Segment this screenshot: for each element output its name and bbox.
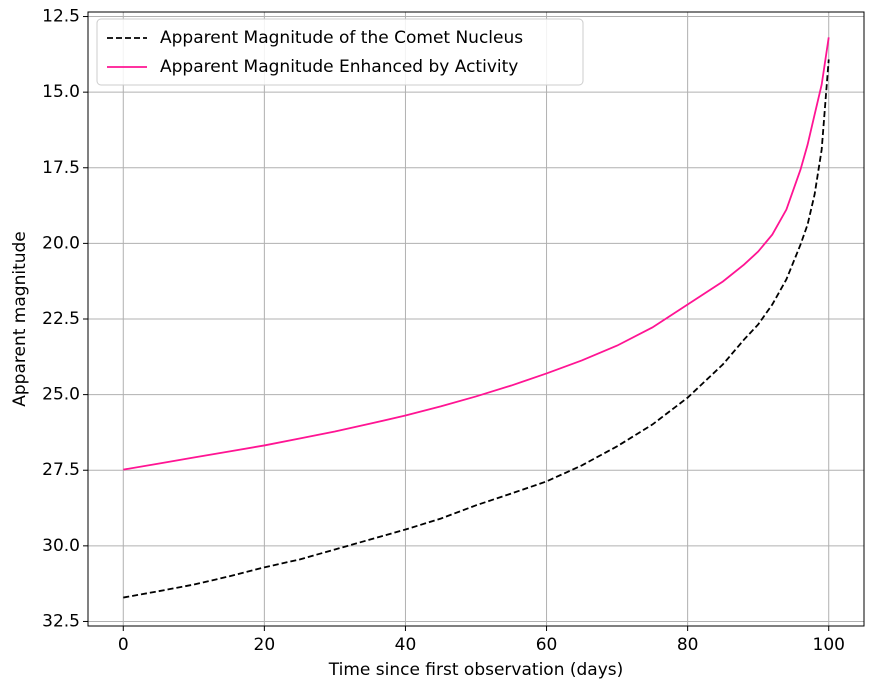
legend-box — [96, 18, 584, 86]
y-tick-label: 12.5 — [42, 7, 80, 27]
y-tick-label: 30.0 — [42, 536, 80, 556]
x-tick-label: 100 — [813, 635, 845, 655]
x-tick-label: 80 — [677, 635, 699, 655]
legend-label: Apparent Magnitude of the Comet Nucleus — [160, 28, 523, 48]
y-tick-label: 17.5 — [42, 158, 80, 178]
x-axis-label: Time since first observation (days) — [328, 660, 624, 680]
series-line — [123, 37, 830, 471]
y-tick-label: 20.0 — [42, 233, 80, 253]
x-tick-label: 20 — [254, 635, 276, 655]
y-tick-label: 27.5 — [42, 460, 80, 480]
x-tick-label: 60 — [536, 635, 558, 655]
y-tick-label: 32.5 — [42, 611, 80, 631]
y-axis-label: Apparent magnitude — [10, 231, 30, 407]
x-tick-label: 0 — [118, 635, 129, 655]
y-tick-label: 25.0 — [42, 385, 80, 405]
legend-label: Apparent Magnitude Enhanced by Activity — [160, 57, 518, 77]
y-tick-label: 15.0 — [42, 82, 80, 102]
x-tick-label: 40 — [395, 635, 417, 655]
y-tick-label: 22.5 — [42, 309, 80, 329]
series-line — [123, 59, 830, 599]
plot-frame — [87, 11, 865, 627]
